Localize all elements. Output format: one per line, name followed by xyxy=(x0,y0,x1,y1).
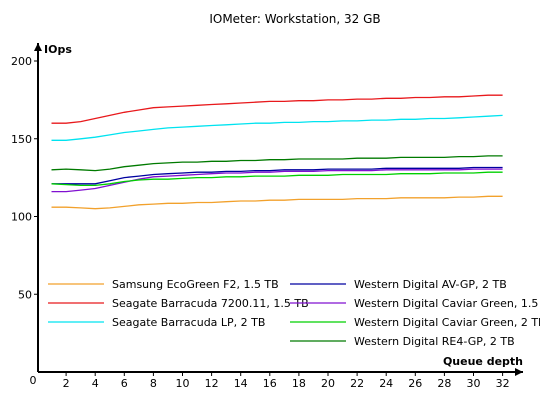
x-tick-label: 16 xyxy=(263,377,277,390)
x-tick-label: 14 xyxy=(234,377,248,390)
chart-title: IOMeter: Workstation, 32 GB xyxy=(209,12,380,26)
legend-label: Western Digital RE4-GP, 2 TB xyxy=(354,335,515,348)
x-tick-label: 24 xyxy=(379,377,393,390)
y-axis-arrow xyxy=(34,43,42,51)
y-tick-label: 100 xyxy=(11,211,32,224)
legend: Samsung EcoGreen F2, 1.5 TB Seagate Barra… xyxy=(48,278,540,348)
x-tick-label: 26 xyxy=(408,377,422,390)
x-tick-label: 30 xyxy=(467,377,481,390)
y-tick-label: 150 xyxy=(11,133,32,146)
x-tick-label: 20 xyxy=(321,377,335,390)
x-axis-label: Queue depth xyxy=(443,355,523,368)
y-tick-label: 200 xyxy=(11,55,32,68)
series-line xyxy=(51,166,503,185)
legend-label: Western Digital Caviar Green, 1.5 TB xyxy=(354,297,540,310)
series-line xyxy=(51,171,503,187)
legend-label: Seagate Barracuda LP, 2 TB xyxy=(112,316,265,329)
series-line xyxy=(51,168,503,193)
legend-label: Western Digital Caviar Green, 2 TB xyxy=(354,316,540,329)
plot-area xyxy=(51,94,503,210)
x-tick-label: 28 xyxy=(437,377,451,390)
x-tick-label: 12 xyxy=(205,377,219,390)
x-axis-arrow xyxy=(515,368,523,376)
series-line xyxy=(51,195,503,210)
x-tick-label: 18 xyxy=(292,377,306,390)
series-line xyxy=(51,94,503,124)
y-axis-label: IOps xyxy=(44,43,72,56)
series-line xyxy=(51,114,503,141)
x-tick-label: 2 xyxy=(63,377,70,390)
x-tick-label: 6 xyxy=(121,377,128,390)
x-tick-label: 0 xyxy=(30,374,37,387)
series-line xyxy=(51,155,503,172)
x-tick-label: 4 xyxy=(92,377,99,390)
x-tick-label: 22 xyxy=(350,377,364,390)
legend-label: Seagate Barracuda 7200.11, 1.5 TB xyxy=(112,297,309,310)
legend-label: Western Digital AV-GP, 2 TB xyxy=(354,278,507,291)
x-tick-label: 10 xyxy=(176,377,190,390)
legend-label: Samsung EcoGreen F2, 1.5 TB xyxy=(112,278,279,291)
x-tick-label: 8 xyxy=(150,377,157,390)
y-tick-label: 50 xyxy=(18,288,32,301)
x-tick-label: 32 xyxy=(496,377,510,390)
